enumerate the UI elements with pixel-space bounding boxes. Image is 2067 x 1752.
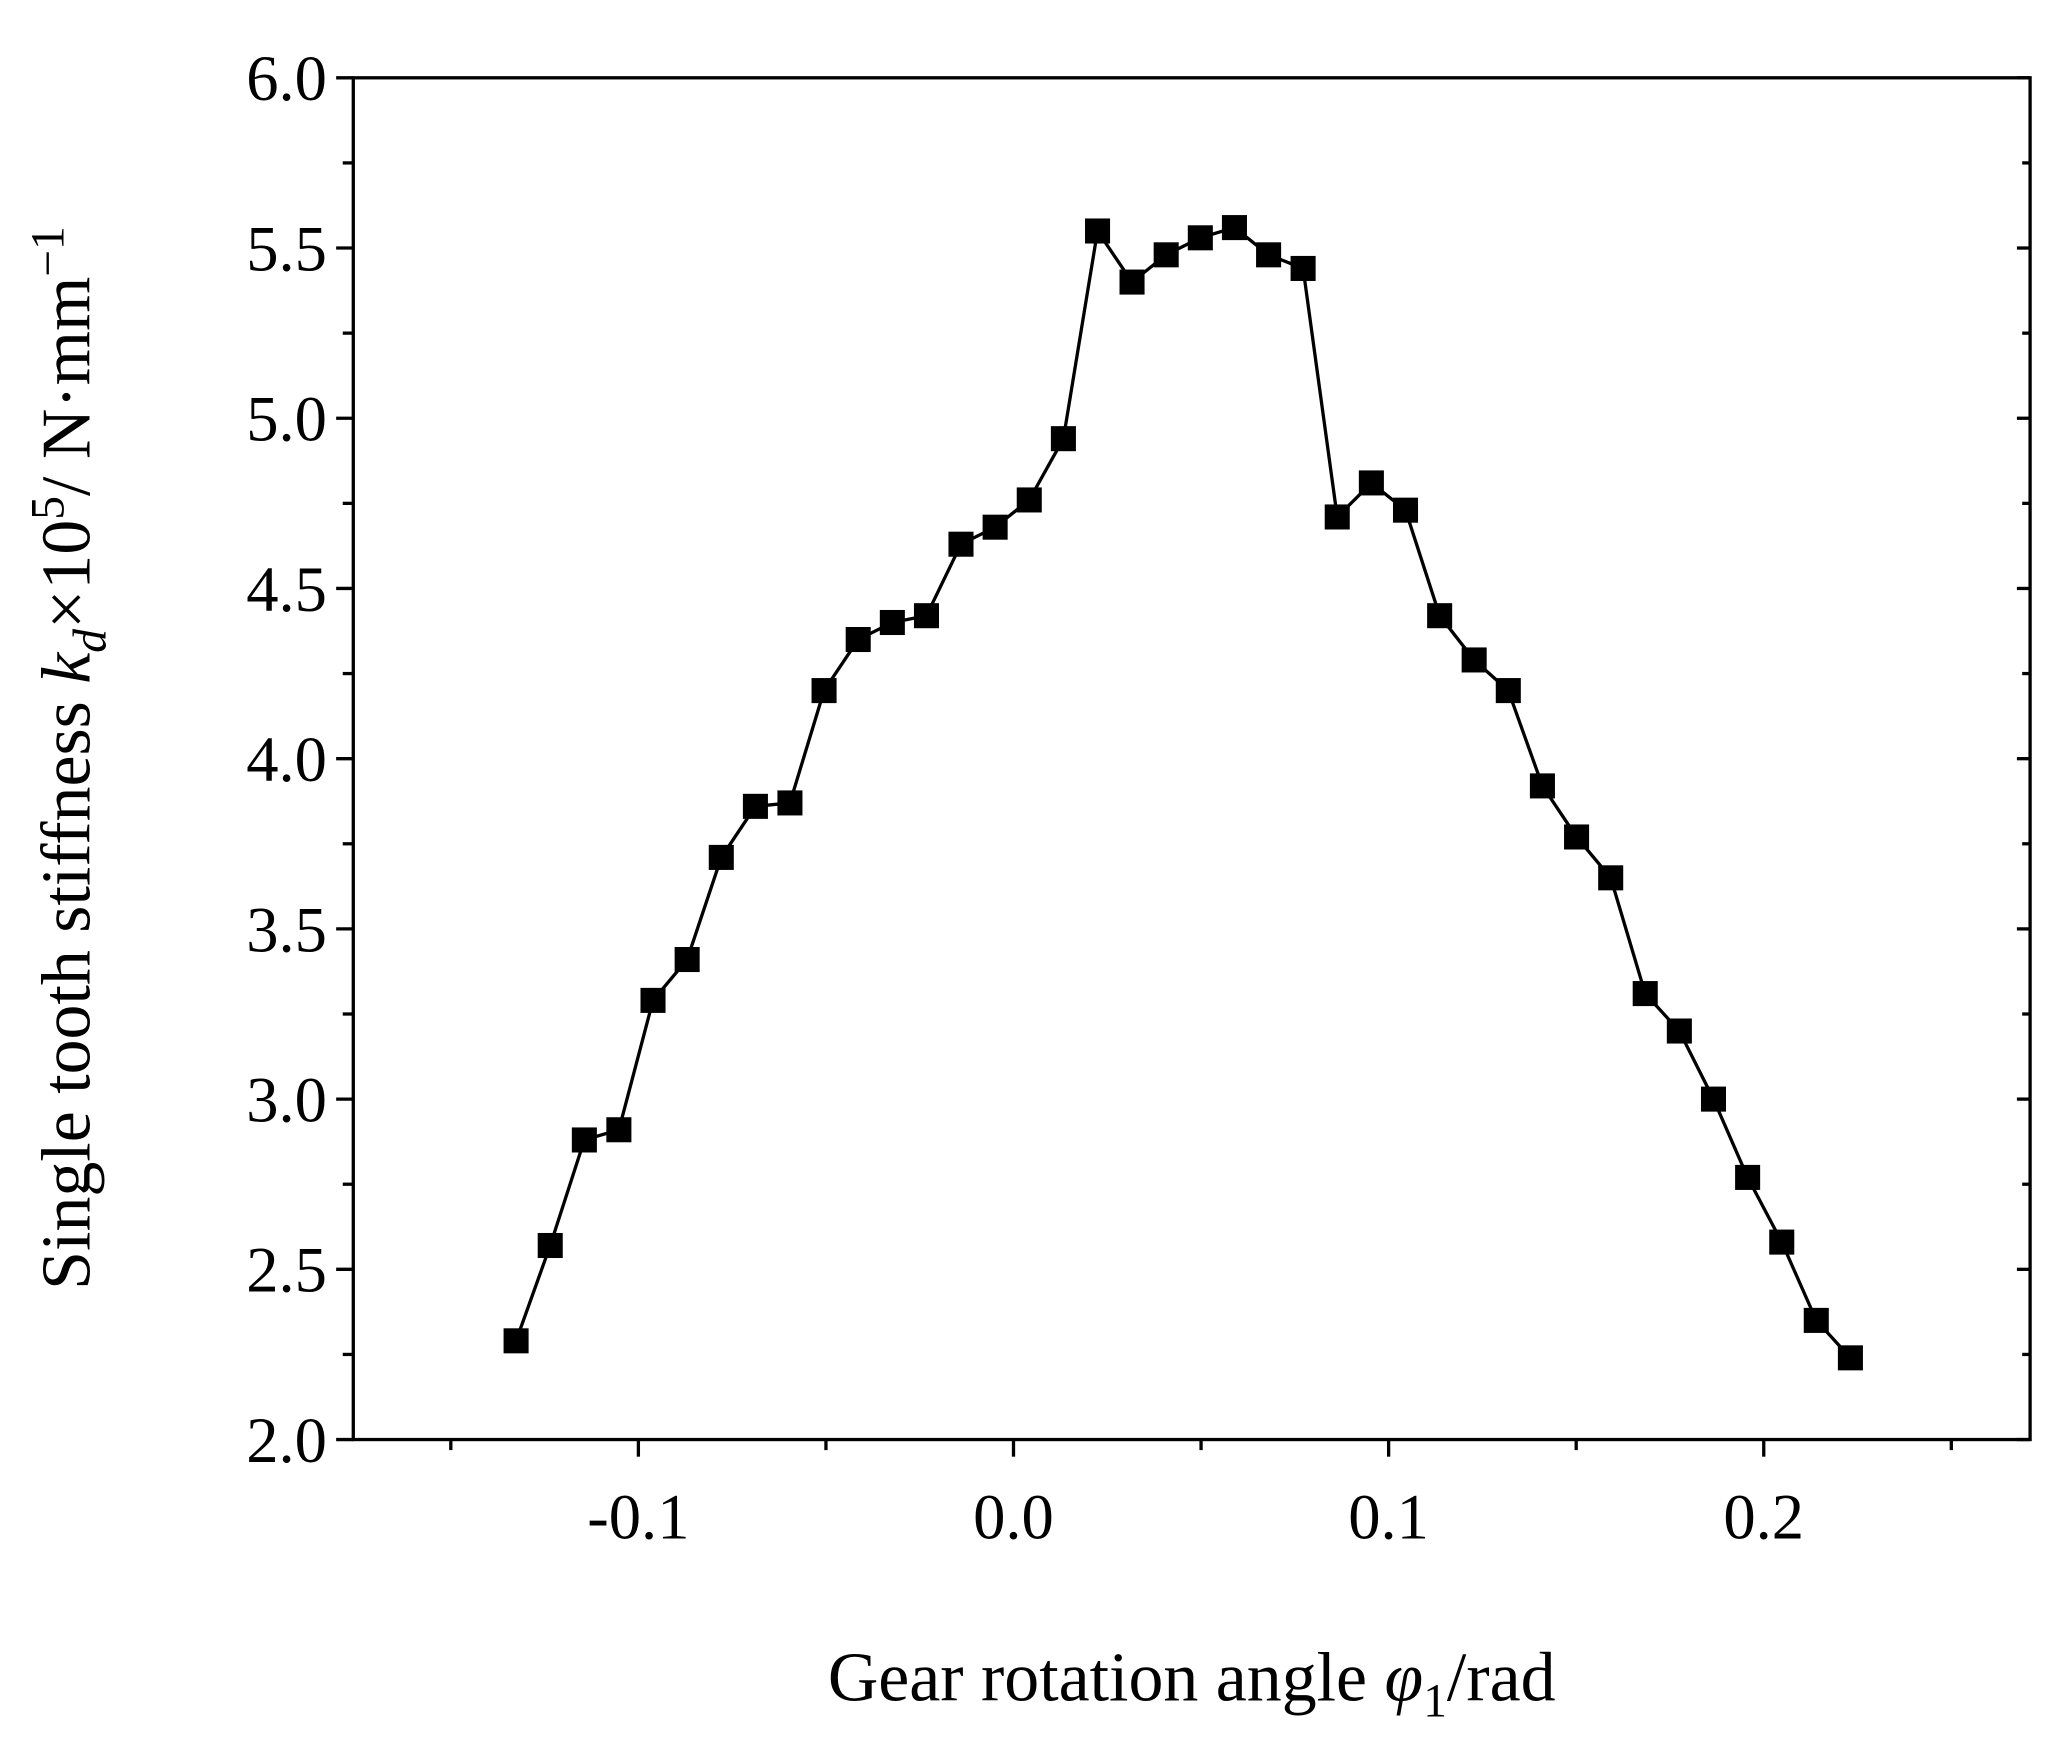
data-point [1598, 865, 1624, 891]
data-point [1427, 603, 1453, 629]
y-tick-label: 5.0 [246, 383, 327, 455]
data-point [742, 793, 768, 819]
data-point [537, 1232, 563, 1259]
y-tick-label: 2.0 [246, 1404, 327, 1476]
data-point [1769, 1229, 1795, 1255]
data-point [1495, 678, 1521, 704]
data-point [1837, 1345, 1863, 1371]
x-tick-label: 0.2 [1723, 1480, 1804, 1552]
y-tick-label: 3.5 [246, 893, 327, 965]
y-tick-label: 3.0 [246, 1064, 327, 1136]
y-label-part: / N·mm [29, 277, 106, 496]
data-point [1050, 426, 1076, 452]
data-point [1290, 255, 1316, 281]
data-point [571, 1127, 597, 1153]
data-point [1119, 269, 1145, 295]
data-point [1324, 504, 1350, 530]
data-line [514, 225, 1852, 1359]
data-point [640, 987, 666, 1013]
data-point [845, 627, 871, 653]
y-label-part: ×10 [29, 520, 106, 629]
data-point [948, 531, 974, 557]
x-label-part: /rad [1447, 1640, 1556, 1717]
data-point [1392, 497, 1419, 523]
data-point [1016, 487, 1042, 513]
data-point [606, 1117, 632, 1143]
data-point [1735, 1164, 1761, 1190]
data-point [1666, 1018, 1692, 1044]
data-point [1461, 647, 1487, 673]
data-point [708, 844, 734, 870]
data-point [1700, 1086, 1727, 1112]
y-label-part: d [64, 629, 116, 653]
data-point [913, 603, 939, 629]
y-tick-label: 6.0 [246, 42, 327, 114]
y-axis-label: Single tooth stiffness kd×105/ N·mm−1 [22, 226, 116, 1290]
x-tick-label: -0.1 [587, 1480, 689, 1552]
data-point [879, 609, 905, 636]
data-point [1803, 1307, 1829, 1333]
x-axis-label: Gear rotation angle φ1/rad [828, 1640, 1556, 1728]
data-point [674, 947, 700, 973]
y-tick-label: 4.0 [246, 723, 327, 795]
x-label-part: 1 [1423, 1675, 1447, 1727]
y-tick-label: 5.5 [246, 212, 327, 284]
data-point [503, 1328, 529, 1354]
data-point [1153, 242, 1179, 268]
data-point [1187, 225, 1213, 251]
data-point [1085, 218, 1111, 244]
x-tick-label: 0.0 [973, 1480, 1054, 1552]
y-label-part: Single tooth stiffness [29, 684, 106, 1290]
y-label-part: −1 [22, 226, 74, 276]
data-point [982, 514, 1008, 540]
data-point [811, 678, 837, 704]
data-point [1256, 242, 1282, 268]
data-point [1529, 773, 1555, 799]
data-point [1221, 215, 1247, 241]
x-tick-label: 0.1 [1348, 1480, 1429, 1552]
data-point [1358, 470, 1384, 496]
y-label-part: k [29, 651, 106, 684]
y-tick-label: 2.5 [246, 1234, 327, 1306]
x-label-part: φ [1385, 1640, 1424, 1717]
y-tick-label: 4.5 [246, 553, 327, 625]
data-point [1564, 824, 1590, 850]
y-label-part: 5 [22, 496, 74, 520]
data-point [1632, 981, 1658, 1007]
data-point [777, 790, 803, 816]
x-label-part: Gear rotation angle [828, 1640, 1385, 1717]
